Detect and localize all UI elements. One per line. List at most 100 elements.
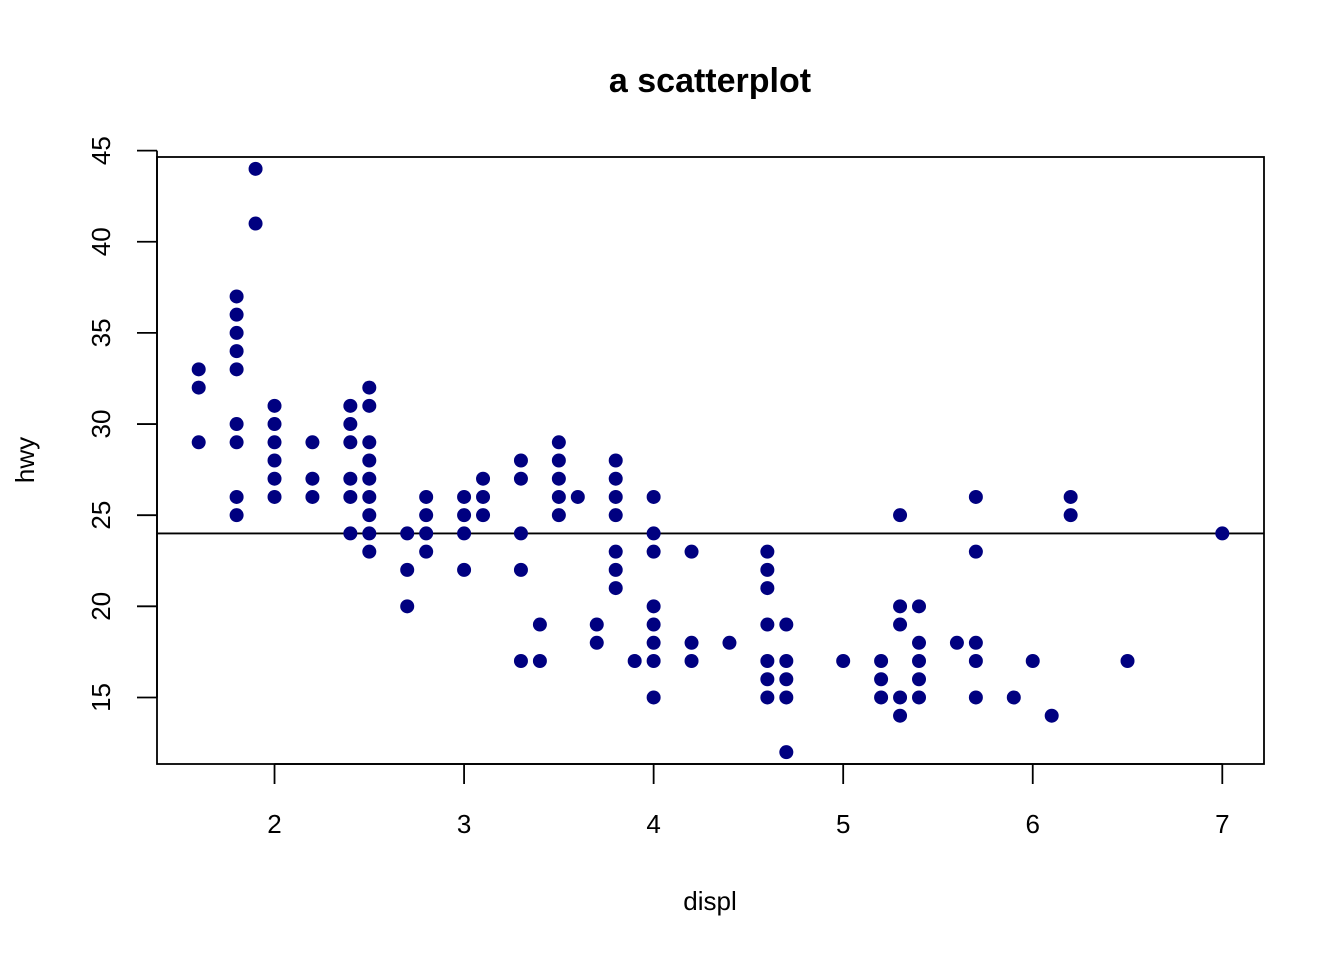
data-point [684, 544, 699, 559]
data-point [570, 489, 585, 504]
data-point [305, 435, 320, 450]
data-point [760, 690, 775, 705]
data-point [267, 489, 282, 504]
data-point [400, 599, 415, 614]
data-point [1063, 508, 1078, 523]
data-point [400, 526, 415, 541]
data-point [968, 544, 983, 559]
data-point [608, 489, 623, 504]
data-point [646, 544, 661, 559]
data-point [760, 581, 775, 596]
y-tick-label: 15 [86, 683, 116, 712]
data-point [760, 562, 775, 577]
data-point [343, 417, 358, 432]
data-point [551, 471, 566, 486]
data-point [968, 489, 983, 504]
data-point [551, 489, 566, 504]
data-point [893, 599, 908, 614]
data-point [229, 307, 244, 322]
data-point [191, 380, 206, 395]
x-tick-label: 4 [646, 809, 660, 839]
data-point [400, 562, 415, 577]
data-point [362, 380, 377, 395]
data-point [267, 453, 282, 468]
data-point [476, 471, 491, 486]
data-point [608, 471, 623, 486]
data-point [305, 471, 320, 486]
data-point [513, 453, 528, 468]
data-point [267, 417, 282, 432]
data-point [608, 544, 623, 559]
data-point [267, 398, 282, 413]
data-point [532, 617, 547, 632]
data-point [779, 690, 794, 705]
y-axis-label: hwy [10, 437, 40, 483]
data-point [893, 617, 908, 632]
data-point [1025, 654, 1040, 669]
y-tick-label: 45 [86, 136, 116, 165]
data-point [229, 417, 244, 432]
x-axis: 2 3 4 5 6 7 [267, 763, 1230, 839]
data-point [513, 654, 528, 669]
data-point [646, 599, 661, 614]
data-point [229, 362, 244, 377]
points-group [191, 161, 1230, 760]
data-point [893, 508, 908, 523]
x-tick-label: 6 [1026, 809, 1040, 839]
data-point [362, 526, 377, 541]
data-point [1006, 690, 1021, 705]
data-point [646, 526, 661, 541]
x-tick-label: 5 [836, 809, 850, 839]
data-point [836, 654, 851, 669]
data-point [267, 435, 282, 450]
data-point [532, 654, 547, 669]
data-point [779, 617, 794, 632]
y-tick-label: 35 [86, 318, 116, 347]
data-point [646, 654, 661, 669]
data-point [229, 325, 244, 340]
data-point [779, 745, 794, 760]
data-point [191, 435, 206, 450]
data-point [646, 690, 661, 705]
data-point [779, 654, 794, 669]
data-point [362, 489, 377, 504]
data-point [760, 672, 775, 687]
data-point [476, 489, 491, 504]
data-point [1063, 489, 1078, 504]
data-point [229, 489, 244, 504]
data-point [513, 562, 528, 577]
data-point [229, 508, 244, 523]
data-point [912, 690, 927, 705]
data-point [551, 508, 566, 523]
data-point [760, 654, 775, 669]
data-point [551, 435, 566, 450]
x-axis-label: displ [683, 886, 736, 916]
data-point [589, 635, 604, 650]
data-point [968, 690, 983, 705]
data-point [229, 435, 244, 450]
data-point [874, 690, 889, 705]
data-point [779, 672, 794, 687]
data-point [343, 471, 358, 486]
data-point [912, 654, 927, 669]
data-point [419, 508, 434, 523]
data-point [912, 672, 927, 687]
data-point [551, 453, 566, 468]
data-point [457, 526, 472, 541]
data-point [608, 562, 623, 577]
data-point [760, 617, 775, 632]
data-point [893, 708, 908, 723]
data-point [684, 635, 699, 650]
data-point [684, 654, 699, 669]
data-point [1044, 708, 1059, 723]
data-point [760, 544, 775, 559]
data-point [419, 544, 434, 559]
data-point [343, 489, 358, 504]
data-point [513, 526, 528, 541]
x-tick-label: 7 [1215, 809, 1229, 839]
data-point [343, 398, 358, 413]
data-point [419, 526, 434, 541]
y-axis: 15 20 25 30 35 40 45 [86, 136, 158, 712]
data-point [646, 635, 661, 650]
data-point [362, 544, 377, 559]
